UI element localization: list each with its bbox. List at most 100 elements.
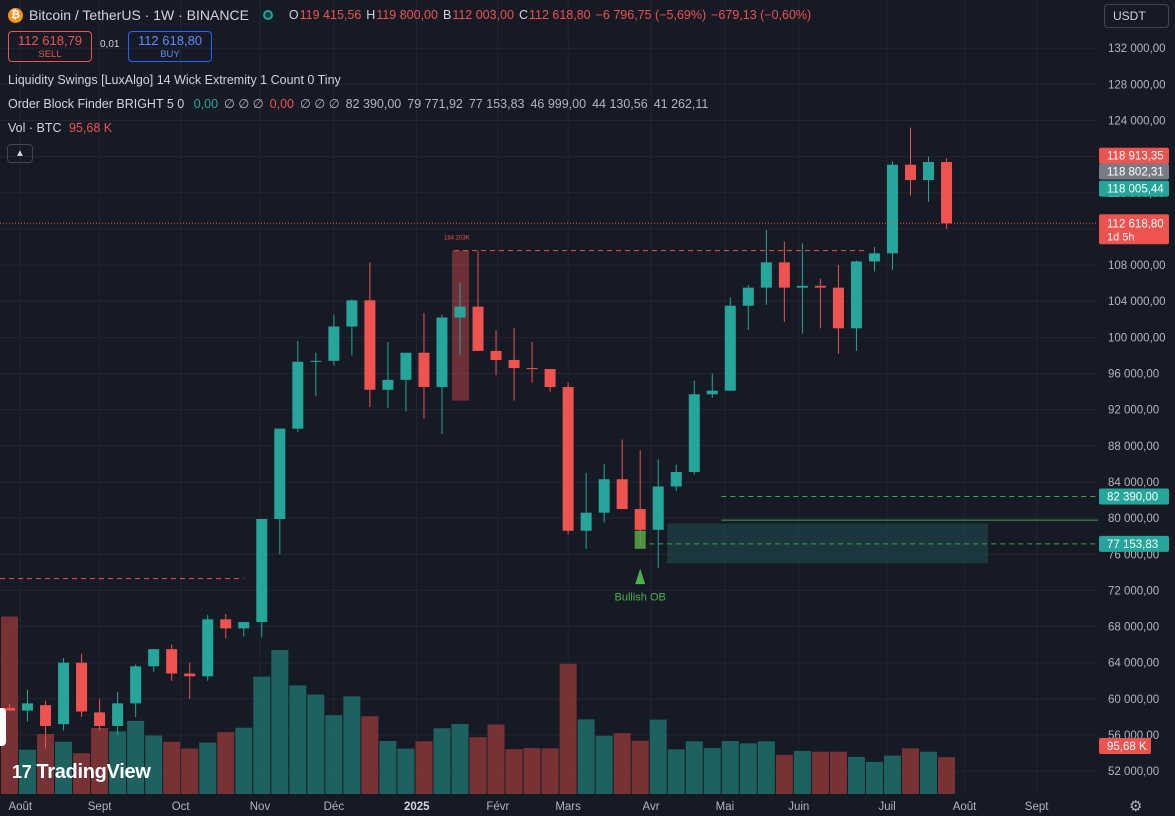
volume-bar bbox=[289, 685, 307, 794]
x-tick-label: Sept bbox=[88, 801, 112, 813]
volume-bar bbox=[469, 737, 487, 794]
spread-value: 0,01 bbox=[100, 39, 120, 50]
candle-body bbox=[112, 703, 124, 726]
candle-body bbox=[346, 300, 358, 327]
ob-value: 0,00 bbox=[269, 97, 295, 111]
order-block-zone bbox=[667, 523, 988, 564]
x-tick-label: Août bbox=[953, 801, 977, 813]
price-tag bbox=[1099, 163, 1169, 180]
ohlc-value: −6 796,75 (−5,69%) bbox=[595, 8, 707, 22]
volume-bar bbox=[505, 749, 523, 794]
x-tick-label: Juin bbox=[788, 801, 809, 813]
volume-bar bbox=[920, 751, 938, 794]
ohlc-value: −679,13 (−0,60%) bbox=[711, 8, 812, 22]
candle-body bbox=[616, 479, 628, 510]
x-tick-label: Août bbox=[8, 801, 32, 813]
symbol-title[interactable]: Bitcoin / TetherUS · 1W · BINANCE bbox=[29, 7, 249, 23]
volume-bar bbox=[631, 740, 649, 794]
y-tick-label: 128 000,00 bbox=[1108, 79, 1166, 91]
sell-button[interactable]: 112 618,79 SELL bbox=[8, 31, 92, 62]
candle-body bbox=[454, 306, 466, 318]
x-tick-label: Avr bbox=[642, 801, 659, 813]
volume-bar bbox=[703, 748, 721, 794]
x-tick-label: Oct bbox=[172, 801, 191, 813]
y-tick-label: 68 000,00 bbox=[1108, 622, 1159, 634]
y-tick-label: 104 000,00 bbox=[1108, 296, 1166, 308]
bullish-ob-marker bbox=[635, 568, 646, 585]
candle-body bbox=[40, 705, 52, 726]
x-tick-label: Déc bbox=[324, 801, 345, 813]
candle-body bbox=[148, 649, 160, 667]
volume-bar bbox=[181, 748, 199, 794]
candle-body bbox=[760, 262, 772, 288]
candle-body bbox=[274, 428, 286, 520]
candle-body bbox=[923, 162, 935, 181]
x-tick-label: Mars bbox=[555, 801, 581, 813]
chart-header: ₿ Bitcoin / TetherUS · 1W · BINANCE O119… bbox=[8, 5, 816, 25]
volume-bar bbox=[271, 649, 289, 794]
y-tick-label: 92 000,00 bbox=[1108, 405, 1159, 417]
volume-bar bbox=[109, 731, 127, 794]
candle-body bbox=[706, 390, 718, 395]
candle-body bbox=[202, 619, 214, 677]
candle-body bbox=[544, 368, 556, 388]
bullish-ob-label: Bullish OB bbox=[615, 591, 666, 603]
volume-bar bbox=[595, 735, 613, 794]
candle-body bbox=[400, 352, 412, 380]
candle-body bbox=[382, 379, 394, 390]
currency-select[interactable]: USDT bbox=[1104, 4, 1169, 28]
candle-body bbox=[220, 619, 232, 629]
price-tag bbox=[1099, 488, 1169, 505]
candle-body bbox=[580, 512, 592, 531]
volume-bar bbox=[739, 743, 757, 794]
last-price-text: 112 618,80 bbox=[1107, 218, 1164, 230]
candle-body bbox=[562, 387, 574, 531]
indicator-order-block-finder[interactable]: Order Block Finder BRIGHT 5 0 0,00 ∅ ∅ ∅ 0… bbox=[8, 96, 708, 111]
ohlc-value: 119 415,56 bbox=[299, 8, 362, 22]
x-tick-label: Sept bbox=[1025, 801, 1049, 813]
ob-value: 44 130,56 bbox=[592, 97, 648, 111]
volume-bar bbox=[199, 742, 217, 794]
ohlc-label: B bbox=[442, 8, 452, 22]
volume-bar bbox=[361, 716, 379, 794]
volume-bar bbox=[847, 756, 865, 794]
indicator-volume[interactable]: Vol · BTC 95,68 K bbox=[8, 121, 112, 135]
volume-bar bbox=[73, 753, 91, 794]
indicator-liquidity-swings[interactable]: Liquidity Swings [LuxAlgo] 14 Wick Extre… bbox=[8, 73, 341, 87]
candle-body bbox=[688, 394, 700, 473]
x-tick-label: Mai bbox=[716, 801, 735, 813]
candle-body bbox=[724, 305, 736, 391]
liquidity-label: 184.203K bbox=[444, 236, 470, 242]
volume-bar bbox=[127, 720, 145, 794]
ob-value: 46 999,00 bbox=[530, 97, 587, 111]
y-tick-label: 88 000,00 bbox=[1108, 441, 1159, 453]
candle-body bbox=[76, 662, 88, 712]
collapse-indicators-button[interactable]: ▲ bbox=[7, 144, 33, 163]
y-tick-label: 96 000,00 bbox=[1108, 369, 1159, 381]
countdown-text: 1d 5h bbox=[1107, 231, 1135, 243]
volume-bar bbox=[343, 696, 361, 794]
ob-value: 79 771,92 bbox=[407, 97, 463, 111]
candle-body bbox=[814, 285, 826, 288]
ob-value: 0,00 bbox=[193, 97, 219, 111]
bitcoin-icon: ₿ bbox=[8, 7, 23, 23]
candle-body bbox=[4, 707, 15, 711]
ohlc-item: C112 618,80 bbox=[519, 8, 591, 22]
ob-value: 82 390,00 bbox=[345, 97, 402, 111]
candle-body bbox=[850, 261, 862, 329]
candle-body bbox=[166, 649, 178, 674]
candle-body bbox=[364, 300, 376, 390]
price-tag bbox=[1099, 147, 1169, 164]
sell-label: SELL bbox=[38, 49, 62, 60]
volume-bar bbox=[883, 755, 901, 794]
y-tick-label: 84 000,00 bbox=[1108, 477, 1159, 489]
y-tick-label: 132 000,00 bbox=[1108, 43, 1166, 55]
order-block-candle-highlight bbox=[634, 530, 646, 549]
gear-icon[interactable]: ⚙ bbox=[1129, 798, 1143, 815]
y-tick-label: 108 000,00 bbox=[1108, 260, 1166, 272]
volume-indicator-value: 95,68 K bbox=[68, 121, 113, 135]
buy-button[interactable]: 112 618,80 BUY bbox=[128, 31, 212, 62]
volume-bar bbox=[938, 757, 956, 794]
side-panel-handle[interactable] bbox=[0, 708, 6, 746]
